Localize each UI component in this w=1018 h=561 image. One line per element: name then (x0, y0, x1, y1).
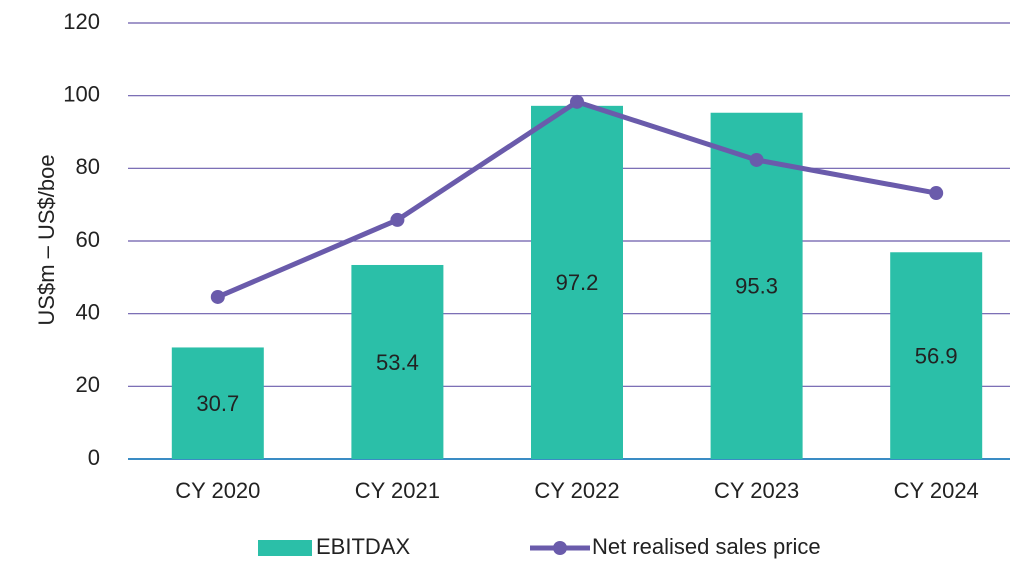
x-tick-label: CY 2022 (534, 478, 619, 503)
x-tick-label: CY 2021 (355, 478, 440, 503)
legend-label: EBITDAX (316, 534, 410, 559)
x-tick-label: CY 2020 (175, 478, 260, 503)
y-tick-label: 20 (76, 372, 100, 397)
legend-swatch (258, 540, 312, 556)
legend-label: Net realised sales price (592, 534, 821, 559)
data-label: 53.4 (376, 350, 419, 375)
y-axis-label: US$m – US$/boe (34, 154, 59, 325)
y-tick-label: 40 (76, 299, 100, 324)
bar (710, 112, 803, 459)
bar (531, 105, 623, 459)
line-marker (570, 94, 584, 109)
y-tick-label: 100 (63, 81, 100, 106)
x-tick-label: CY 2024 (894, 478, 979, 503)
data-label: 97.2 (556, 270, 599, 295)
y-tick-label: 80 (76, 154, 100, 179)
line-marker (210, 289, 225, 304)
bar (171, 347, 264, 459)
y-tick-label: 60 (76, 227, 100, 252)
data-label: 56.9 (915, 343, 958, 368)
legend-swatch (553, 541, 567, 555)
data-label: 95.3 (735, 274, 778, 299)
y-tick-label: 0 (88, 445, 100, 470)
line-marker (929, 186, 944, 201)
line-marker (390, 212, 405, 227)
bar (351, 264, 444, 459)
y-tick-label: 120 (63, 9, 100, 34)
line-marker (749, 152, 764, 167)
x-tick-label: CY 2023 (714, 478, 799, 503)
data-label: 30.7 (196, 391, 239, 416)
bar (890, 252, 983, 459)
